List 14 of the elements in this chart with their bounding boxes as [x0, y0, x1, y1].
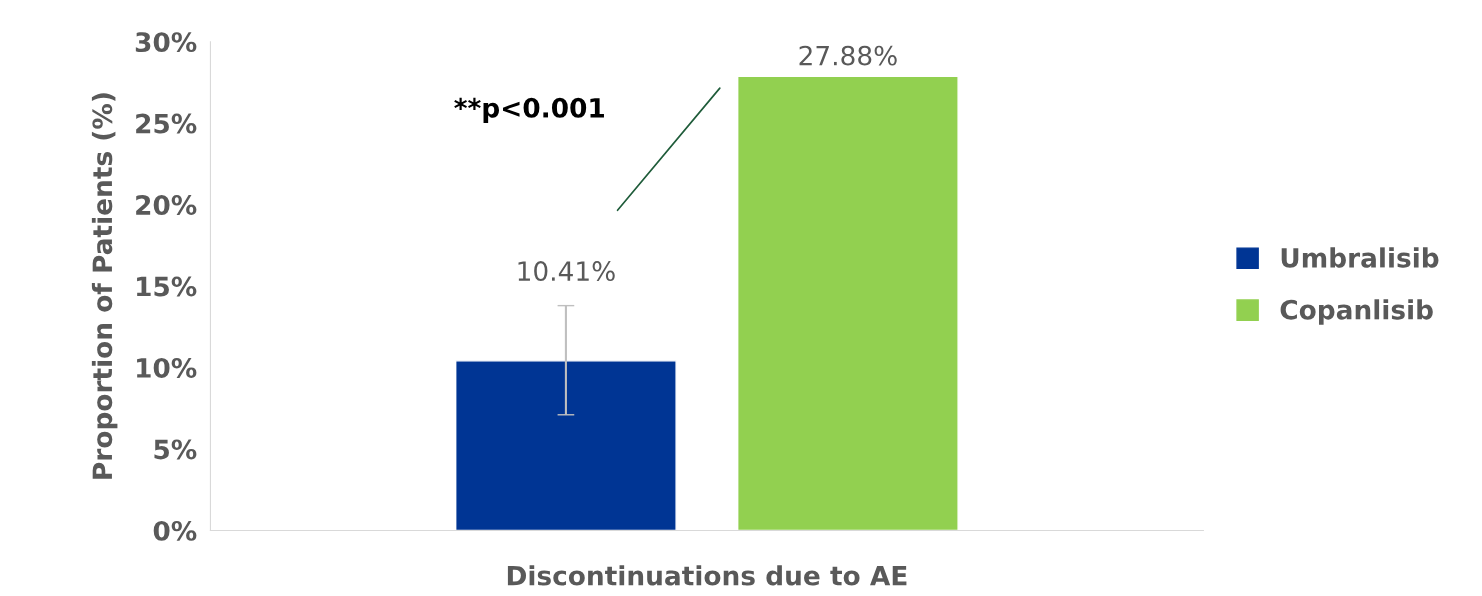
y-tick-label: 0% — [153, 520, 197, 541]
data-label: 27.88% — [799, 45, 897, 66]
x-tick-label: Discontinuations due to AE — [507, 565, 907, 586]
y-tick-label: 5% — [154, 439, 197, 460]
y-tick-label: 25% — [136, 113, 197, 134]
y-tick-label: 20% — [136, 195, 197, 216]
y-axis-title: Proportion of Patients (%) — [91, 93, 118, 479]
annotation: **p<0.001 — [454, 97, 604, 123]
data-label: 10.41% — [518, 261, 615, 282]
y-tick-label: 15% — [137, 276, 197, 297]
y-tick-label: 10% — [137, 357, 197, 378]
y-tick-label: 30% — [135, 32, 197, 53]
legend-label: Copanlisib — [1280, 299, 1433, 325]
legend-label: Umbralisib — [1281, 247, 1439, 268]
